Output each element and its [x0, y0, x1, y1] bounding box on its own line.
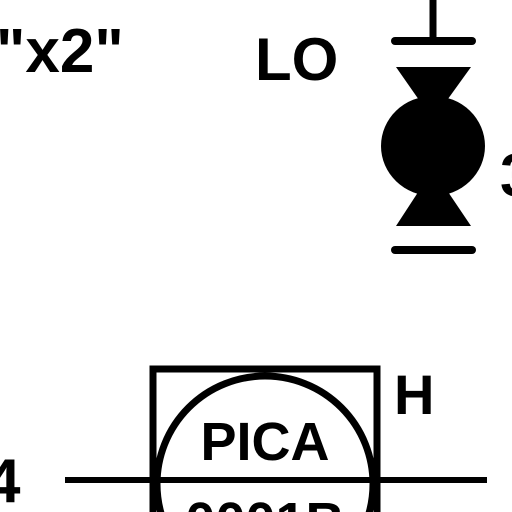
instrument-box: [149, 365, 381, 512]
right-edge-label: 3: [500, 142, 512, 209]
valve-bottom-wedge: [396, 180, 471, 226]
instrument-number: 0001B: [185, 492, 344, 512]
valve-top-wedge: [396, 67, 471, 110]
valve-ball: [381, 96, 485, 196]
alarm-label: H: [394, 363, 434, 426]
valve-tag: LO: [255, 26, 338, 93]
instrument-function: PICA: [200, 412, 329, 472]
valve-symbol: [381, 0, 485, 254]
instrument-bubble: [153, 372, 377, 512]
pipe-size-label: "x2": [0, 17, 124, 86]
left-edge-label: 4: [0, 447, 21, 512]
